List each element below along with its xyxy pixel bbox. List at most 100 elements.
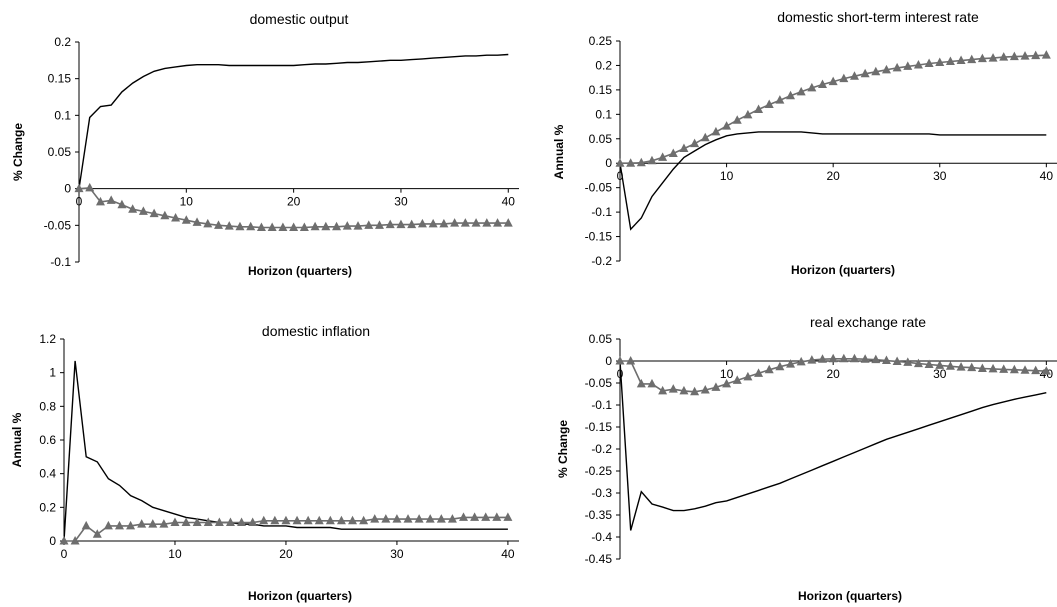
data-point-marker — [956, 362, 966, 371]
data-point-marker — [171, 213, 181, 222]
data-point-marker — [935, 57, 945, 67]
data-point-marker — [374, 220, 384, 229]
y-tick-label: 0.05 — [589, 332, 613, 346]
data-point-marker — [310, 221, 320, 231]
y-tick-label: -0.1 — [591, 205, 612, 219]
data-point-marker — [292, 515, 302, 525]
x-tick-label: 30 — [390, 547, 404, 561]
data-point-marker — [626, 158, 636, 167]
y-axis-label: % Change — [556, 420, 570, 478]
data-point-marker — [170, 517, 180, 526]
y-tick-label: 0.15 — [48, 72, 72, 86]
data-point-marker — [967, 54, 977, 64]
data-point-marker — [636, 378, 646, 388]
data-point-marker — [428, 218, 438, 228]
data-point-marker — [764, 99, 774, 109]
data-point-marker — [471, 218, 481, 227]
x-tick-label: 10 — [720, 367, 734, 381]
x-tick-label: 40 — [1040, 169, 1054, 183]
data-point-marker — [775, 361, 785, 371]
y-tick-label: 1 — [49, 366, 56, 380]
data-point-marker — [214, 220, 224, 229]
data-point-marker — [270, 515, 280, 525]
series-line-1 — [619, 131, 1047, 231]
y-tick-label: 0 — [605, 156, 612, 170]
data-point-marker — [668, 148, 678, 157]
data-point-marker — [839, 353, 849, 363]
data-point-marker — [92, 529, 102, 538]
x-tick-label: 20 — [287, 195, 301, 209]
y-tick-label: 0.2 — [54, 35, 71, 49]
data-point-marker — [615, 158, 625, 167]
data-point-marker — [871, 66, 881, 76]
data-point-marker — [871, 354, 881, 364]
y-tick-label: -0.1 — [50, 255, 71, 269]
data-point-marker — [85, 182, 95, 192]
data-point-marker — [225, 517, 235, 526]
data-point-marker — [325, 515, 335, 525]
data-point-marker — [117, 199, 127, 209]
x-tick-label: 30 — [933, 367, 947, 381]
data-point-marker — [775, 95, 785, 104]
y-tick-label: 0.8 — [39, 399, 56, 413]
y-tick-label: -0.45 — [585, 552, 613, 566]
data-point-marker — [460, 218, 470, 227]
y-tick-label: 0 — [605, 354, 612, 368]
data-point-marker — [807, 355, 817, 364]
data-point-marker — [711, 382, 721, 391]
data-point-marker — [1009, 51, 1019, 61]
data-point-marker — [892, 356, 902, 365]
data-point-marker — [103, 520, 113, 530]
data-point-marker — [1041, 366, 1051, 375]
y-tick-label: 0.1 — [54, 108, 71, 122]
y-tick-label: -0.1 — [591, 398, 612, 412]
x-tick-label: 40 — [501, 547, 515, 561]
data-point-marker — [447, 514, 457, 523]
data-point-marker — [700, 132, 710, 142]
y-tick-label: -0.15 — [585, 230, 613, 244]
y-tick-label: -0.4 — [591, 530, 612, 544]
chart-title: domestic short-term interest rate — [777, 9, 979, 25]
data-point-marker — [192, 217, 202, 226]
data-point-marker — [450, 218, 460, 227]
data-point-marker — [303, 515, 313, 525]
x-tick-label: 20 — [826, 367, 840, 381]
data-point-marker — [743, 371, 753, 381]
data-point-marker — [503, 512, 513, 521]
data-point-marker — [977, 363, 987, 372]
data-point-marker — [396, 219, 406, 229]
data-point-marker — [353, 221, 363, 230]
series-line-1 — [619, 360, 1047, 531]
data-point-marker — [839, 73, 849, 83]
y-tick-label: 0.1 — [595, 107, 612, 121]
data-point-marker — [281, 515, 291, 525]
data-point-marker — [892, 62, 902, 72]
data-point-marker — [237, 517, 247, 526]
data-point-marker — [159, 519, 169, 528]
series-line-1 — [78, 53, 509, 189]
data-point-marker — [425, 514, 435, 523]
x-tick-label: 10 — [168, 547, 182, 561]
data-point-marker — [181, 215, 191, 224]
data-point-marker — [722, 378, 732, 388]
data-point-marker — [786, 90, 796, 100]
data-point-marker — [481, 512, 491, 521]
data-point-marker — [137, 519, 147, 528]
x-tick-label: 20 — [826, 169, 840, 183]
data-point-marker — [999, 364, 1009, 373]
data-point-marker — [956, 55, 966, 65]
data-point-marker — [1041, 50, 1051, 59]
data-point-marker — [1031, 50, 1041, 60]
data-point-marker — [818, 79, 828, 89]
x-axis-label: Horizon (quarters) — [798, 589, 902, 603]
y-tick-label: -0.25 — [585, 464, 613, 478]
data-point-marker — [903, 357, 913, 366]
data-point-marker — [679, 143, 689, 153]
data-point-marker — [743, 109, 753, 119]
data-point-marker — [439, 218, 449, 228]
data-point-marker — [722, 121, 732, 130]
data-point-marker — [95, 196, 105, 206]
data-point-marker — [796, 86, 806, 96]
chart-title: domestic output — [250, 11, 349, 27]
